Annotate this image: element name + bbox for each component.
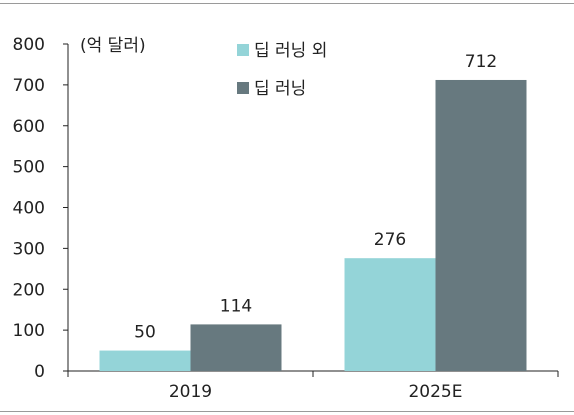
top-border: [0, 3, 574, 4]
unit-label: (억 달러): [80, 36, 146, 56]
data-labels: 50 114 276 712: [134, 52, 497, 343]
bar: [99, 350, 191, 371]
bottom-border: [0, 411, 574, 412]
data-label: 114: [220, 296, 252, 316]
data-label: 50: [134, 323, 156, 343]
y-tick-label: 600: [13, 117, 45, 137]
data-label: 276: [374, 230, 406, 250]
legend-label: 딥 러닝: [254, 79, 306, 99]
y-tick-label: 400: [13, 199, 45, 219]
x-tick-label: 2025E: [408, 382, 462, 402]
y-tick-label: 500: [13, 158, 45, 178]
x-axis: 2019 2025E: [67, 370, 559, 402]
x-tick-label: 2019: [169, 382, 212, 402]
y-axis: 0 100 200 300 400 500 600 700 800: [13, 35, 69, 382]
y-tick-label: 100: [13, 321, 45, 341]
bar: [344, 258, 436, 371]
y-tick-label: 0: [34, 362, 45, 382]
y-tick-label: 200: [13, 280, 45, 300]
y-tick-label: 700: [13, 76, 45, 96]
y-tick-label: 300: [13, 239, 45, 259]
legend: 딥 러닝 외딥 러닝: [237, 41, 327, 99]
bar: [190, 324, 282, 371]
y-tick-label: 800: [13, 35, 45, 55]
bar: [435, 79, 527, 371]
bars: [99, 79, 527, 371]
legend-swatch: [237, 44, 249, 56]
legend-label: 딥 러닝 외: [254, 41, 327, 61]
legend-swatch: [237, 82, 249, 94]
data-label: 712: [465, 52, 497, 72]
